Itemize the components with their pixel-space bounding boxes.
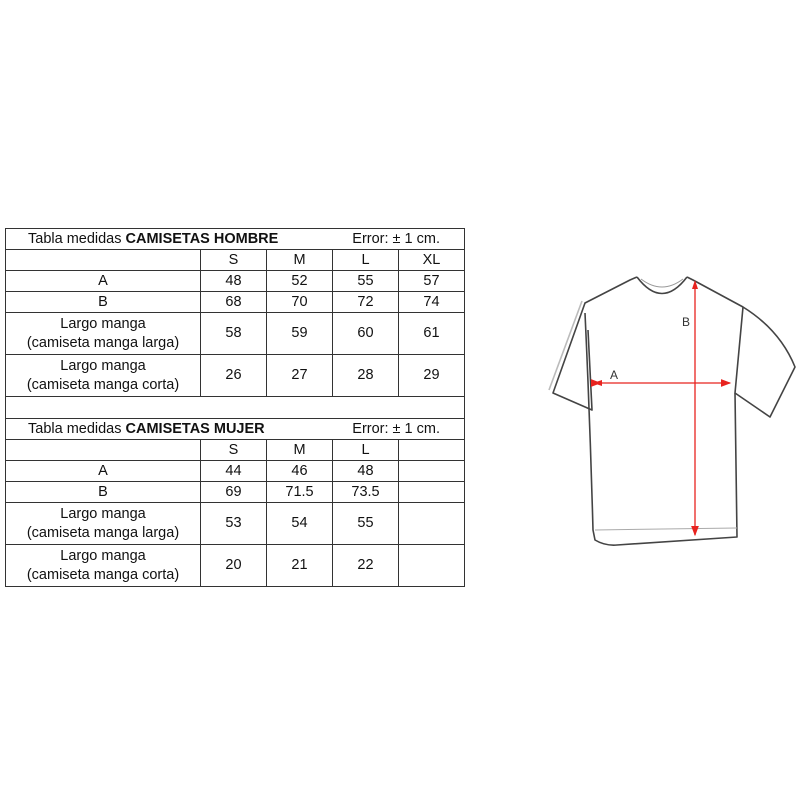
row-sublabel: (camiseta manga corta) bbox=[26, 376, 180, 393]
row-label-text: Largo manga bbox=[60, 357, 146, 374]
table-cell: 61 bbox=[398, 312, 465, 355]
title-bold: CAMISETAS MUJER bbox=[125, 421, 265, 437]
table-cell: 29 bbox=[398, 354, 465, 397]
table-cell: 48 bbox=[332, 460, 399, 482]
table-cell bbox=[398, 460, 465, 482]
row-label-text: B bbox=[98, 484, 108, 500]
table-cell: 53 bbox=[200, 502, 267, 545]
error-note: Error: ± 1 cm. bbox=[352, 231, 440, 247]
table-cell: 57 bbox=[398, 270, 465, 292]
table-row: Largo manga (camiseta manga larga) 53 54 55 bbox=[5, 502, 465, 545]
table-cell: 46 bbox=[266, 460, 333, 482]
table-cell: 70 bbox=[266, 291, 333, 313]
table-cell: 48 bbox=[200, 270, 267, 292]
t-shirt-icon bbox=[548, 276, 796, 546]
table-cell: 27 bbox=[266, 354, 333, 397]
row-label-text: Largo manga bbox=[60, 315, 146, 332]
size-header: S bbox=[200, 439, 267, 461]
row-sublabel: (camiseta manga corta) bbox=[26, 566, 180, 583]
table-cell: 55 bbox=[332, 270, 399, 292]
size-header: XL bbox=[398, 249, 465, 271]
table-cell: 58 bbox=[200, 312, 267, 355]
header-blank bbox=[5, 249, 201, 271]
size-header: L bbox=[332, 439, 399, 461]
table-cell: 74 bbox=[398, 291, 465, 313]
table-row: Largo manga (camiseta manga corta) 26 27 28 2… bbox=[5, 354, 465, 397]
size-header: M bbox=[266, 439, 333, 461]
table-cell: 44 bbox=[200, 460, 267, 482]
table-row: B 69 71.5 73.5 bbox=[5, 481, 465, 503]
size-header: L bbox=[332, 249, 399, 271]
title-prefix: Tabla medidas bbox=[28, 231, 122, 247]
table-cell: 59 bbox=[266, 312, 333, 355]
title-bold: CAMISETAS HOMBRE bbox=[125, 231, 279, 247]
row-label-text: Largo manga bbox=[60, 547, 146, 564]
size-header-row: S M L XL bbox=[5, 249, 465, 271]
row-label: Largo manga (camiseta manga larga) bbox=[5, 502, 201, 545]
table-cell: 52 bbox=[266, 270, 333, 292]
row-label-text: Largo manga bbox=[60, 505, 146, 522]
row-sublabel: (camiseta manga larga) bbox=[26, 334, 180, 351]
label-b: B bbox=[682, 315, 690, 329]
table-title-row: Tabla medidas CAMISETAS HOMBRE Error: ± 1… bbox=[5, 228, 465, 250]
size-header: S bbox=[200, 249, 267, 271]
table-cell: 60 bbox=[332, 312, 399, 355]
table-title-row: Tabla medidas CAMISETAS MUJER Error: ± 1 … bbox=[5, 418, 465, 440]
table-cell bbox=[398, 502, 465, 545]
table-row: B 68 70 72 74 bbox=[5, 291, 465, 313]
row-label-text: A bbox=[98, 273, 108, 289]
row-label: Largo manga (camiseta manga corta) bbox=[5, 354, 201, 397]
title-prefix: Tabla medidas bbox=[28, 421, 122, 437]
row-sublabel: (camiseta manga larga) bbox=[26, 524, 180, 541]
table-row: Largo manga (camiseta manga larga) 58 59 60 6… bbox=[5, 312, 465, 355]
table-title: Tabla medidas CAMISETAS MUJER Error: ± 1 … bbox=[5, 418, 465, 440]
row-label-text: A bbox=[98, 463, 108, 479]
size-header bbox=[398, 439, 465, 461]
size-table: Tabla medidas CAMISETAS HOMBRE Error: ± 1… bbox=[5, 228, 465, 587]
table-row: Largo manga (camiseta manga corta) 20 21 22 bbox=[5, 544, 465, 587]
table-cell: 71.5 bbox=[266, 481, 333, 503]
table-row: A 44 46 48 bbox=[5, 460, 465, 482]
row-label: B bbox=[5, 481, 201, 503]
table-cell bbox=[398, 481, 465, 503]
table-cell: 73.5 bbox=[332, 481, 399, 503]
table-cell: 69 bbox=[200, 481, 267, 503]
t-shirt-diagram: A B bbox=[548, 276, 796, 546]
table-cell: 28 bbox=[332, 354, 399, 397]
table-cell: 54 bbox=[266, 502, 333, 545]
spacer-cell bbox=[5, 396, 465, 419]
table-title: Tabla medidas CAMISETAS HOMBRE Error: ± 1… bbox=[5, 228, 465, 250]
label-a: A bbox=[610, 368, 618, 382]
row-label-text: B bbox=[98, 294, 108, 310]
spacer-row bbox=[5, 396, 465, 419]
table-cell bbox=[398, 544, 465, 587]
table-row: A 48 52 55 57 bbox=[5, 270, 465, 292]
row-label: A bbox=[5, 460, 201, 482]
table-cell: 21 bbox=[266, 544, 333, 587]
table-cell: 22 bbox=[332, 544, 399, 587]
table-cell: 68 bbox=[200, 291, 267, 313]
table-cell: 20 bbox=[200, 544, 267, 587]
row-label: A bbox=[5, 270, 201, 292]
header-blank bbox=[5, 439, 201, 461]
table-cell: 55 bbox=[332, 502, 399, 545]
row-label: Largo manga (camiseta manga larga) bbox=[5, 312, 201, 355]
size-header: M bbox=[266, 249, 333, 271]
error-note: Error: ± 1 cm. bbox=[352, 421, 440, 437]
row-label: Largo manga (camiseta manga corta) bbox=[5, 544, 201, 587]
table-cell: 72 bbox=[332, 291, 399, 313]
table-cell: 26 bbox=[200, 354, 267, 397]
row-label: B bbox=[5, 291, 201, 313]
